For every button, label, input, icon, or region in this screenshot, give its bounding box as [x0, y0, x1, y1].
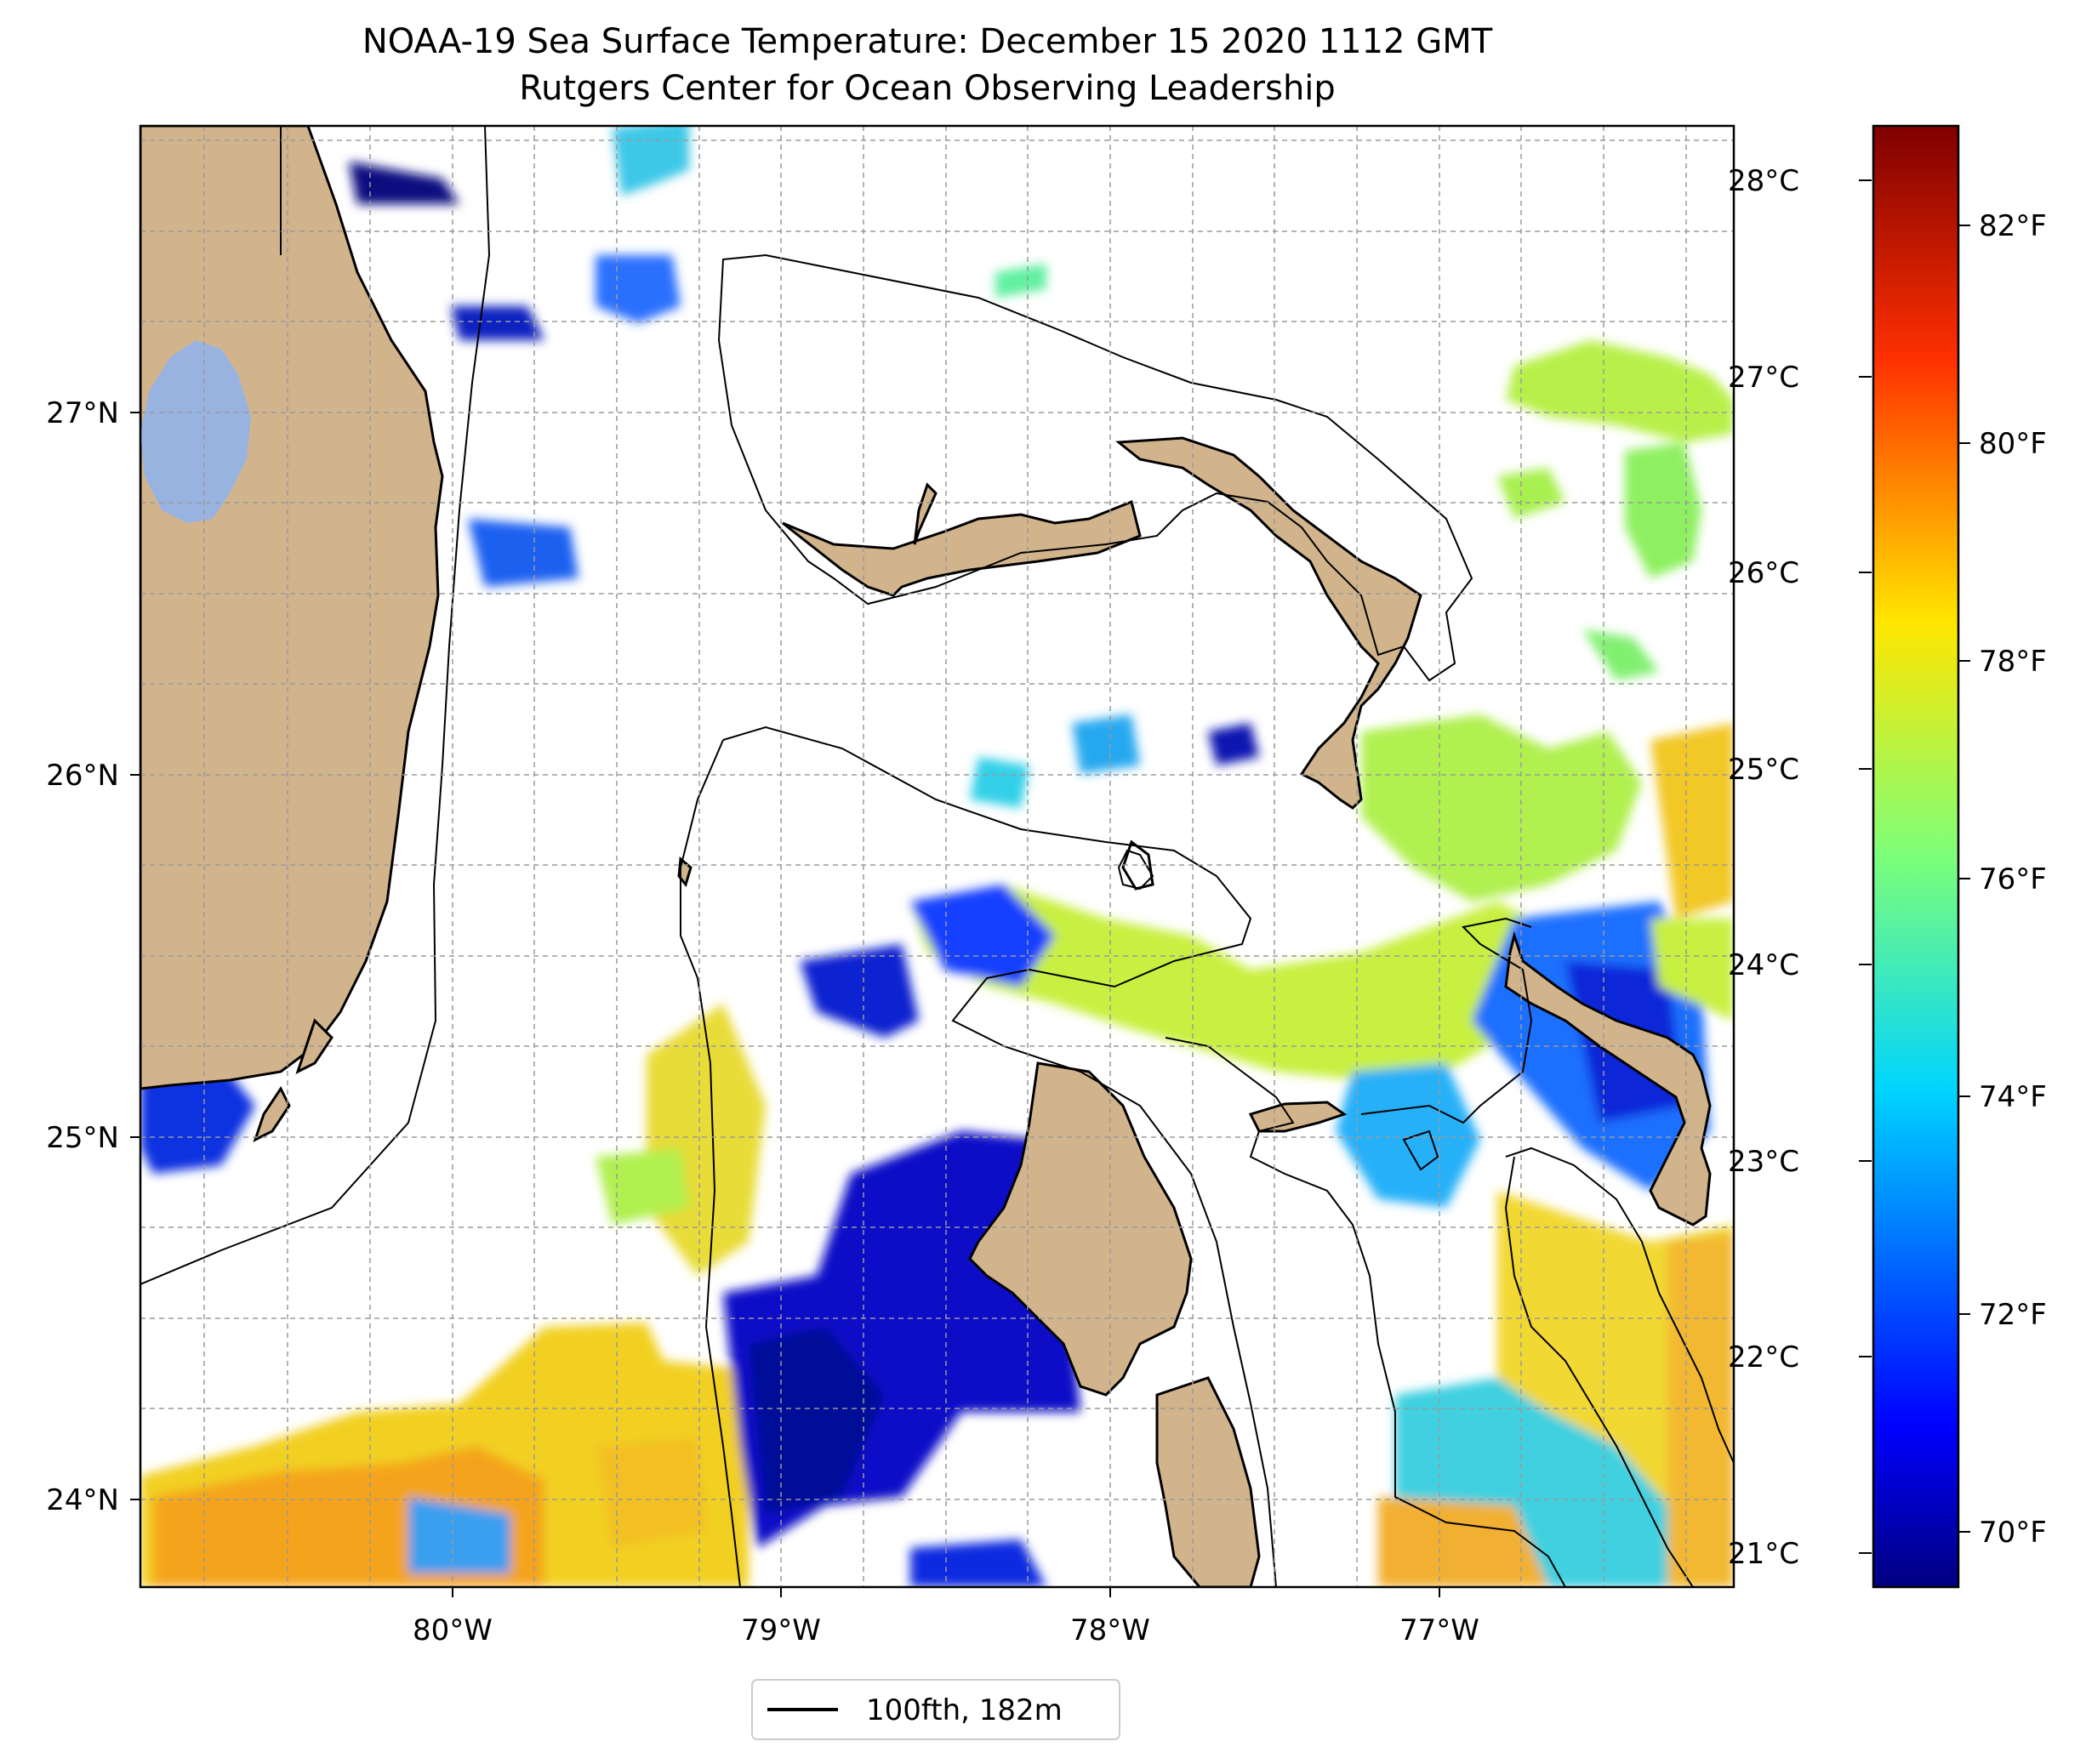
- graticule: [140, 126, 1734, 1587]
- lat-label: 26°N: [46, 759, 119, 793]
- lake-okeechobee: [140, 340, 251, 523]
- colorbar: [1872, 124, 1960, 1589]
- lon-label: 80°W: [413, 1613, 493, 1647]
- celsius-label: 21°C: [1728, 1537, 1799, 1571]
- celsius-label: 25°C: [1728, 753, 1799, 787]
- celsius-label: 22°C: [1728, 1340, 1799, 1374]
- celsius-label: 26°C: [1728, 556, 1799, 590]
- contour-legend-label: 100fth, 182m: [866, 1693, 1063, 1727]
- contour-layer: [140, 126, 1734, 1587]
- celsius-label: 23°C: [1728, 1145, 1799, 1179]
- lon-label: 79°W: [741, 1613, 821, 1647]
- grand-bahama-east-land: [913, 482, 938, 545]
- lon-label: 77°W: [1399, 1613, 1479, 1647]
- map-title: NOAA-19 Sea Surface Temperature: Decembe…: [362, 22, 1493, 61]
- celsius-label: 24°C: [1728, 948, 1799, 982]
- legend: 100fth, 182m: [751, 1679, 1120, 1740]
- andros-south-land: [1155, 1376, 1261, 1587]
- celsius-label: 28°C: [1728, 164, 1799, 198]
- fahrenheit-label: 72°F: [1979, 1298, 2047, 1332]
- legend-box: [751, 1679, 1120, 1740]
- keys-land-1: [295, 1018, 333, 1074]
- berry-island-land: [1121, 839, 1154, 891]
- lat-label: 27°N: [46, 396, 119, 430]
- celsius-label: 27°C: [1728, 361, 1799, 395]
- fahrenheit-scale: 82°F 80°F 78°F 76°F 74°F 72°F 70°F: [1979, 209, 2047, 1550]
- lon-label: 78°W: [1070, 1613, 1150, 1647]
- fahrenheit-label: 78°F: [1979, 645, 2047, 679]
- map-subtitle: Rutgers Center for Ocean Observing Leade…: [519, 69, 1336, 108]
- celsius-scale: 28°C 27°C 26°C 25°C 24°C 23°C 22°C 21°C: [1728, 164, 1799, 1571]
- fahrenheit-label: 76°F: [1979, 862, 2047, 896]
- lat-label: 24°N: [46, 1483, 119, 1517]
- grand-bahama-land: [782, 499, 1142, 597]
- eleuthera-land: [1504, 930, 1712, 1226]
- fahrenheit-label: 70°F: [1979, 1516, 2047, 1550]
- map-panel[interactable]: [140, 119, 1734, 1587]
- map-frame: [139, 124, 1735, 1589]
- abaco-land: [1115, 436, 1422, 810]
- tick-marks: [130, 412, 1440, 1597]
- fahrenheit-label: 80°F: [1979, 427, 2047, 461]
- fahrenheit-label: 82°F: [1979, 209, 2047, 243]
- lat-label: 25°N: [46, 1121, 119, 1155]
- latitude-labels: 27°N 26°N 25°N 24°N: [46, 396, 119, 1517]
- fahrenheit-label: 74°F: [1979, 1080, 2047, 1114]
- longitude-labels: 80°W 79°W 78°W 77°W: [413, 1613, 1479, 1647]
- andros-land: [968, 1061, 1193, 1397]
- celsius-ticks: [1859, 179, 1872, 1554]
- fahrenheit-ticks: [1958, 225, 1970, 1533]
